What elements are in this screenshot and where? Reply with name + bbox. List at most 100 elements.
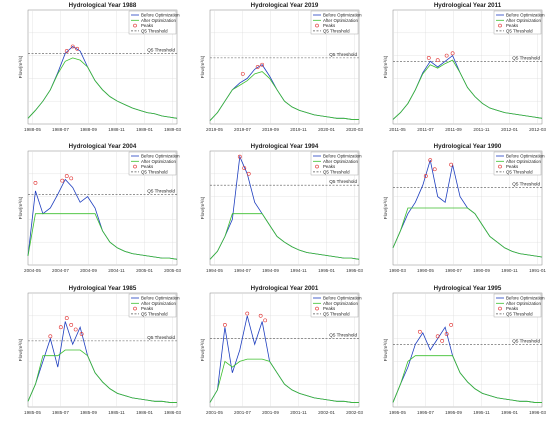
q5-threshold-label: Q5 Threshold [329,52,357,57]
peak-marker [246,171,251,176]
peak-marker [58,325,63,330]
series-after-optimization [27,213,178,260]
series-after-optimization [392,207,543,258]
x-tick-label: 1988-07 [52,127,69,132]
legend-label: After Optimization [323,18,358,23]
q5-threshold-label: Q5 Threshold [329,179,357,184]
legend-label: Q5 Threshold [506,28,533,33]
chart-title: Hydrological Year 2004 [69,143,137,150]
series-after-optimization [209,358,359,403]
y-axis-label: Flow(m³/s) [383,196,389,219]
peak-marker [69,176,74,181]
q5-threshold-label: Q5 Threshold [512,55,540,60]
legend-label: After Optimization [323,159,358,164]
legend-box [310,293,359,318]
x-tick-label: 2019-09 [262,127,279,132]
legend-label: Q5 Threshold [323,311,350,316]
x-tick-label: 1988-09 [80,127,97,132]
peak-marker [73,327,78,332]
x-tick-label: 1990-03 [389,268,406,273]
y-axis-label: Flow(m³/s) [18,55,24,78]
peak-marker [223,323,227,327]
x-tick-label: 2012-01 [501,127,518,132]
peak-marker [435,334,440,339]
hydrograph-panel: Hydrological Year 1995 1995-05 1995-07 1995… [371,283,546,422]
peak-marker [423,174,428,178]
legend-label: Before Optimization [323,13,362,18]
legend-label: Q5 Threshold [141,169,168,174]
y-axis-label: Flow(m³/s) [200,55,206,78]
x-tick-label: 2002-03 [346,410,363,415]
hydrograph-panel: Hydrological Year 1985 1985-05 1985-07 1985… [6,283,181,422]
legend-label: Q5 Threshold [323,169,350,174]
x-tick-label: 1985-11 [108,410,125,415]
y-axis-label: Flow(m³/s) [383,55,389,78]
peak-marker [449,162,454,167]
x-tick-label: 1990-05 [417,268,434,273]
peak-marker [432,167,437,172]
x-tick-label: 2012-03 [529,127,546,132]
x-tick-label: 1995-01 [318,268,335,273]
x-tick-label: 1994-05 [206,268,223,273]
x-tick-label: 1995-07 [417,410,434,415]
x-tick-label: 1990-09 [473,268,490,273]
hydrograph-chart: Hydrological Year 1990 1990-03 1990-05 1990… [383,143,546,273]
legend-label: Peaks [323,306,336,311]
chart-title: Hydrological Year 1988 [69,2,137,9]
series-after-optimization [209,71,359,121]
peak-marker [75,46,80,51]
x-tick-label: 1994-07 [234,268,251,273]
q5-threshold-label: Q5 Threshold [147,335,175,340]
x-tick-label: 1986-01 [136,410,153,415]
hydrograph-chart: Hydrological Year 2001 2001-05 2001-07 2001… [200,285,363,415]
peak-marker [255,65,260,69]
legend-swatch-peaks [133,164,137,169]
hydrograph-panel: Hydrological Year 2001 2001-05 2001-07 2001… [188,283,363,422]
peak-marker [79,332,84,336]
chart-title: Hydrological Year 2001 [251,285,319,292]
legend-box [493,293,542,318]
chart-title: Hydrological Year 2019 [251,2,319,9]
peak-marker [64,49,69,53]
hydrograph-chart: Hydrological Year 1995 1995-05 1995-07 1995… [383,285,546,415]
hydrograph-panel: Hydrological Year 2004 2004-05 2004-07 2004… [6,141,181,280]
hydrograph-chart: Hydrological Year 1988 1988-05 1988-07 1988… [18,2,181,132]
x-tick-label: 2002-01 [318,410,335,415]
legend-label: Q5 Threshold [506,169,533,174]
legend-label: After Optimization [506,159,541,164]
x-tick-label: 1986-03 [164,410,181,415]
peak-marker [444,53,449,58]
legend-label: After Optimization [141,159,176,164]
hydrograph-panel: Hydrological Year 1994 1994-05 1994-07 1994… [188,141,363,280]
legend-label: Q5 Threshold [323,28,350,33]
legend-swatch-peaks [315,306,319,311]
legend-box [310,151,359,176]
chart-title: Hydrological Year 1995 [434,285,502,292]
hydrograph-panel: Hydrological Year 2011 2011-05 2011-07 2011… [371,0,546,139]
peak-marker [69,323,74,327]
legend-box [128,10,177,35]
q5-threshold-label: Q5 Threshold [147,188,175,193]
peak-marker [237,154,242,159]
x-tick-label: 1985-05 [24,410,41,415]
legend-label: Q5 Threshold [141,311,168,316]
legend-label: Peaks [141,306,154,311]
peak-marker [242,166,247,171]
legend-box [493,151,542,176]
legend-label: Before Optimization [323,296,362,301]
series-after-optimization [27,349,177,403]
peak-marker [60,178,65,183]
y-axis-label: Flow(m³/s) [18,338,24,361]
peak-marker [260,62,265,67]
peak-marker [435,58,440,63]
q5-threshold-label: Q5 Threshold [329,333,357,338]
x-tick-label: 2001-09 [262,410,279,415]
x-tick-label: 1995-11 [473,410,490,415]
